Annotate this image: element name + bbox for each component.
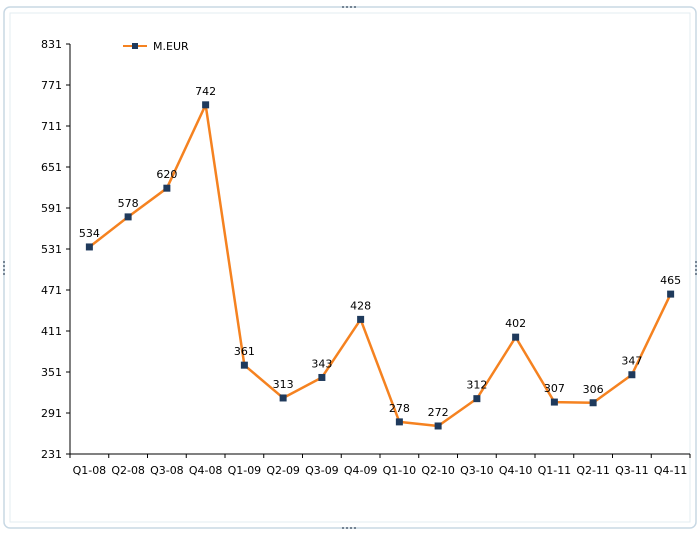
x-tick-label: Q3-10 (460, 464, 494, 477)
x-tick-label: Q1-10 (383, 464, 417, 477)
data-labels: 534 578 620 742 361 313 343 428 278 272 312 402 307 3… (79, 85, 681, 419)
x-tick-label: Q3-09 (305, 464, 339, 477)
x-tick-label: Q3-11 (615, 464, 649, 477)
data-point (395, 418, 403, 426)
x-tick-label: Q2-10 (421, 464, 455, 477)
y-tick-label: 351 (41, 366, 62, 379)
data-point (279, 394, 287, 402)
data-label: 402 (505, 317, 526, 330)
y-tick-label: 411 (41, 325, 62, 338)
resize-handle-top[interactable] (342, 6, 356, 8)
y-tick-label: 291 (41, 407, 62, 420)
data-point (163, 184, 171, 192)
y-tick-label: 591 (41, 202, 62, 215)
data-label: 343 (311, 357, 332, 370)
data-point (473, 395, 481, 403)
x-tick-label: Q2-11 (576, 464, 610, 477)
legend: M.EUR (123, 40, 189, 53)
data-label: 534 (79, 227, 100, 240)
y-tick-label: 711 (41, 120, 62, 133)
data-label: 428 (350, 299, 371, 312)
data-label: 313 (273, 378, 294, 391)
data-point (240, 361, 248, 369)
x-tick-label: Q1-09 (228, 464, 262, 477)
data-label: 312 (466, 379, 487, 392)
data-label: 272 (428, 406, 449, 419)
resize-handle-right[interactable] (695, 261, 697, 275)
y-axis-ticks: 831 771 711 651 591 531 471 411 351 291 231 (41, 38, 70, 461)
data-point (589, 399, 597, 407)
data-label: 307 (544, 382, 565, 395)
data-label: 742 (195, 85, 216, 98)
series-line (88, 103, 672, 428)
series-m-eur (85, 101, 675, 430)
y-tick-label: 531 (41, 243, 62, 256)
data-label: 347 (621, 355, 642, 368)
data-point (434, 422, 442, 430)
data-point (550, 398, 558, 406)
data-point (202, 101, 210, 109)
x-tick-label: Q4-09 (344, 464, 378, 477)
x-tick-label: Q4-10 (499, 464, 533, 477)
x-axis-ticks: Q1-08 Q2-08 Q3-08 Q4-08 Q1-09 Q2-09 Q3-09 Q4-09… (69, 454, 691, 477)
data-label: 278 (389, 402, 410, 415)
resize-handle-left[interactable] (3, 261, 5, 275)
x-tick-label: Q2-09 (266, 464, 300, 477)
chart-inner-border (9, 12, 691, 523)
data-label: 361 (234, 345, 255, 358)
x-tick-label: Q1-11 (538, 464, 572, 477)
data-label: 578 (118, 197, 139, 210)
y-tick-label: 771 (41, 79, 62, 92)
y-tick-label: 471 (41, 284, 62, 297)
y-tick-label: 231 (41, 448, 62, 461)
data-point (124, 213, 132, 221)
data-point (667, 290, 675, 298)
data-point (357, 315, 365, 323)
x-tick-label: Q1-08 (73, 464, 107, 477)
x-tick-label: Q2-08 (111, 464, 145, 477)
y-tick-label: 831 (41, 38, 62, 51)
data-point (512, 333, 520, 341)
legend-label: M.EUR (153, 40, 189, 53)
resize-handle-bottom[interactable] (342, 527, 356, 529)
data-label: 465 (660, 274, 681, 287)
data-point (318, 373, 326, 381)
y-tick-label: 651 (41, 161, 62, 174)
x-tick-label: Q4-11 (654, 464, 688, 477)
data-label: 306 (583, 383, 604, 396)
data-point (628, 371, 636, 379)
x-tick-label: Q3-08 (150, 464, 184, 477)
data-label: 620 (156, 168, 177, 181)
x-tick-label: Q4-08 (189, 464, 223, 477)
data-point (85, 243, 93, 251)
legend-marker-swatch (132, 43, 138, 49)
chart-border (3, 6, 697, 529)
